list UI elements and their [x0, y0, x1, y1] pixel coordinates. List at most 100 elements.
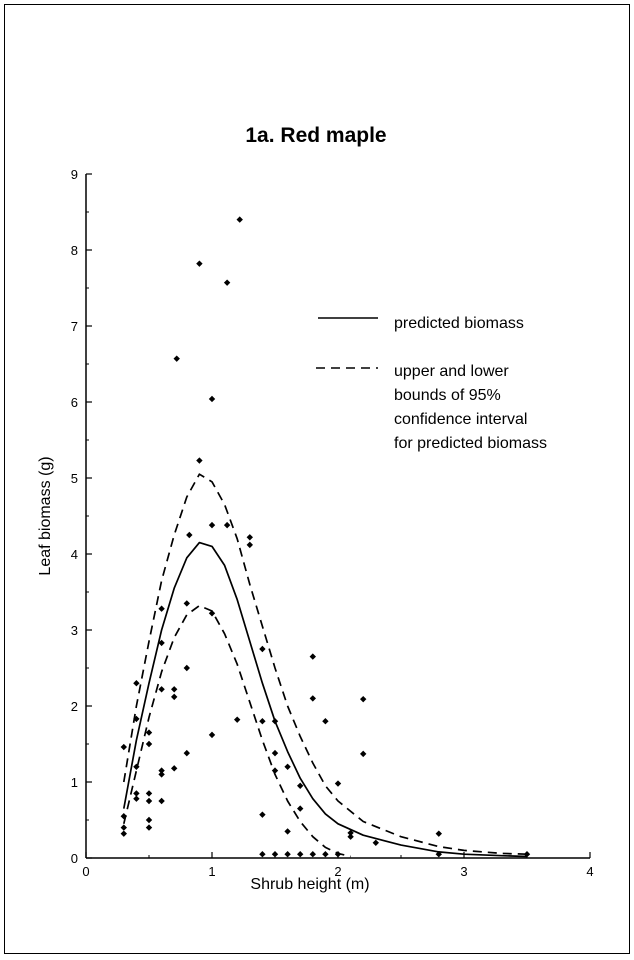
y-tick-label: 0 [71, 851, 78, 866]
data-point [271, 851, 279, 858]
data-point [360, 695, 367, 703]
curves [122, 473, 528, 858]
data-point [297, 805, 304, 812]
data-point [171, 686, 178, 693]
data-point [133, 790, 140, 797]
y-tick-label: 2 [71, 699, 78, 714]
confidence-bound-line [122, 473, 528, 856]
x-tick-labels: 0 1 2 3 4 [82, 864, 593, 879]
data-point [208, 610, 216, 617]
data-point [196, 457, 203, 464]
data-point [120, 824, 127, 831]
data-point [259, 718, 266, 725]
data-point [133, 763, 140, 770]
y-tick-label: 4 [71, 547, 78, 562]
data-point [186, 531, 193, 539]
data-point [334, 780, 342, 787]
x-tick-label: 4 [586, 864, 593, 879]
data-point [234, 716, 241, 723]
y-tick-label: 9 [71, 167, 78, 182]
data-point [259, 811, 266, 818]
data-point [133, 795, 140, 802]
predicted-line [122, 541, 528, 858]
data-point [284, 851, 291, 858]
data-point [309, 695, 316, 702]
legend-label-bounds-2: bounds of 95% [394, 387, 501, 404]
legend: predicted biomass upper and lower bounds… [316, 315, 547, 452]
data-point [145, 816, 153, 824]
data-point [435, 851, 442, 858]
y-tick-label: 8 [71, 243, 78, 258]
legend-label-bounds-4: for predicted biomass [394, 435, 547, 452]
data-point [145, 729, 153, 736]
data-points [120, 216, 531, 858]
y-axis-label: Leaf biomass (g) [37, 456, 54, 575]
data-point [158, 797, 165, 805]
data-point [120, 830, 127, 837]
data-point [173, 355, 180, 362]
data-point [145, 740, 153, 748]
y-tick-label: 7 [71, 319, 78, 334]
data-point [322, 718, 329, 725]
data-point [158, 686, 165, 693]
data-point [334, 851, 342, 858]
data-point [183, 664, 190, 672]
data-point [171, 765, 178, 772]
data-point [208, 731, 216, 739]
data-point [372, 839, 379, 846]
data-point [133, 715, 140, 723]
x-tick-label: 1 [208, 864, 215, 879]
figure-frame [4, 4, 630, 954]
x-tick-label: 0 [82, 864, 89, 879]
data-point [208, 395, 216, 403]
data-point [208, 521, 216, 529]
x-tick-label: 3 [460, 864, 467, 879]
data-point [145, 790, 153, 797]
data-point [223, 521, 231, 529]
data-point [158, 771, 165, 778]
data-point [120, 743, 127, 751]
data-point [297, 851, 304, 858]
y-tick-label: 1 [71, 775, 78, 790]
legend-label-bounds-3: confidence interval [394, 411, 527, 428]
chart-title: 1a. Red maple [245, 124, 386, 147]
data-point [183, 749, 190, 757]
data-point [271, 749, 279, 757]
legend-label-predicted: predicted biomass [394, 315, 524, 332]
data-point [271, 767, 279, 774]
data-point [309, 851, 316, 858]
y-tick-label: 3 [71, 623, 78, 638]
data-point [523, 851, 531, 858]
data-point [284, 763, 291, 770]
data-point [246, 541, 253, 549]
tick-marks [85, 173, 591, 859]
data-point [158, 605, 165, 612]
x-axis-label: Shrub height (m) [250, 876, 369, 893]
data-point [145, 797, 153, 805]
data-point [259, 645, 266, 653]
data-point [158, 767, 165, 774]
data-point [271, 718, 279, 725]
data-point [284, 828, 291, 835]
data-point [223, 279, 231, 286]
data-point [171, 693, 178, 701]
data-point [347, 829, 354, 837]
data-point [196, 260, 203, 267]
y-tick-labels: 0 1 2 3 4 5 6 7 8 9 [71, 167, 78, 866]
confidence-bound-line [122, 604, 351, 858]
data-point [435, 830, 442, 837]
data-point [322, 851, 329, 858]
x-tick-label: 2 [334, 864, 341, 879]
data-point [347, 833, 354, 840]
data-point [236, 216, 243, 223]
data-point [183, 600, 190, 607]
data-point [297, 782, 304, 789]
data-point [120, 813, 127, 820]
data-point [309, 653, 316, 660]
legend-label-bounds-1: upper and lower [394, 363, 509, 380]
data-point [259, 851, 266, 858]
data-point [158, 639, 165, 647]
y-tick-label: 5 [71, 471, 78, 486]
data-point [133, 680, 140, 687]
